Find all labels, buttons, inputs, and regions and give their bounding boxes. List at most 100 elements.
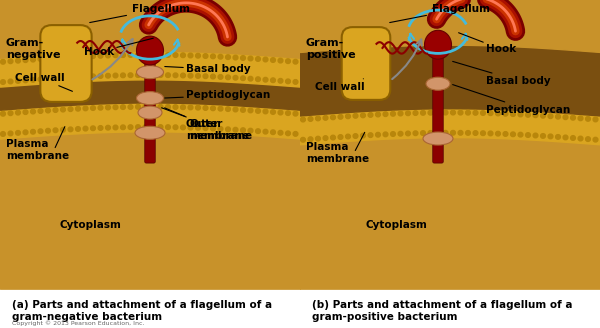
Circle shape xyxy=(211,74,215,79)
Circle shape xyxy=(346,134,350,139)
Circle shape xyxy=(256,129,260,133)
Circle shape xyxy=(211,54,215,59)
Circle shape xyxy=(488,131,493,136)
Circle shape xyxy=(166,125,170,130)
Circle shape xyxy=(248,128,253,133)
Circle shape xyxy=(98,105,103,110)
Circle shape xyxy=(23,110,28,114)
Circle shape xyxy=(548,114,553,118)
Circle shape xyxy=(323,115,328,120)
Circle shape xyxy=(76,54,80,59)
Circle shape xyxy=(83,54,88,59)
Circle shape xyxy=(1,59,5,64)
Circle shape xyxy=(533,133,538,138)
Text: Basal body: Basal body xyxy=(165,64,251,74)
Circle shape xyxy=(413,131,418,135)
Circle shape xyxy=(128,53,133,57)
Circle shape xyxy=(166,53,170,57)
Circle shape xyxy=(83,106,88,111)
Circle shape xyxy=(218,106,223,111)
Text: Peptidoglycan: Peptidoglycan xyxy=(452,85,570,115)
Circle shape xyxy=(413,111,418,115)
Circle shape xyxy=(541,133,545,138)
Circle shape xyxy=(473,131,478,135)
Circle shape xyxy=(263,129,268,134)
Circle shape xyxy=(391,132,395,136)
Circle shape xyxy=(428,111,433,115)
Text: Filament: Filament xyxy=(0,327,1,328)
Circle shape xyxy=(526,113,530,117)
Circle shape xyxy=(113,125,118,130)
Circle shape xyxy=(106,125,110,130)
Circle shape xyxy=(308,137,313,141)
Circle shape xyxy=(278,58,283,63)
Circle shape xyxy=(106,105,110,110)
Circle shape xyxy=(218,74,223,79)
Circle shape xyxy=(53,76,58,81)
Ellipse shape xyxy=(137,36,163,65)
Circle shape xyxy=(368,113,373,117)
Circle shape xyxy=(106,73,110,78)
Circle shape xyxy=(293,132,298,136)
Circle shape xyxy=(316,136,320,141)
Circle shape xyxy=(151,105,155,109)
Circle shape xyxy=(1,80,5,84)
Circle shape xyxy=(496,131,500,136)
Circle shape xyxy=(61,128,65,132)
Circle shape xyxy=(196,53,200,58)
Circle shape xyxy=(233,127,238,132)
Circle shape xyxy=(586,137,590,141)
Circle shape xyxy=(338,114,343,119)
Circle shape xyxy=(46,76,50,81)
Circle shape xyxy=(91,126,95,131)
Circle shape xyxy=(518,132,523,137)
Circle shape xyxy=(16,79,20,83)
Circle shape xyxy=(226,55,230,59)
Circle shape xyxy=(443,131,448,135)
Circle shape xyxy=(91,106,95,110)
Circle shape xyxy=(158,73,163,77)
Circle shape xyxy=(496,111,500,116)
Circle shape xyxy=(38,77,43,82)
Circle shape xyxy=(548,134,553,139)
FancyBboxPatch shape xyxy=(433,48,443,163)
Circle shape xyxy=(511,132,515,136)
Circle shape xyxy=(76,107,80,111)
Text: Copyright © 2013 Pearson Education, Inc.: Copyright © 2013 Pearson Education, Inc. xyxy=(12,320,145,326)
Circle shape xyxy=(286,59,290,63)
Circle shape xyxy=(331,115,335,120)
Circle shape xyxy=(188,125,193,130)
Circle shape xyxy=(226,127,230,132)
Circle shape xyxy=(211,126,215,131)
Circle shape xyxy=(346,114,350,119)
Circle shape xyxy=(256,109,260,113)
Circle shape xyxy=(166,105,170,109)
Circle shape xyxy=(331,135,335,140)
Circle shape xyxy=(203,106,208,110)
Circle shape xyxy=(361,133,365,138)
Circle shape xyxy=(226,107,230,112)
Circle shape xyxy=(391,112,395,116)
Circle shape xyxy=(428,131,433,135)
Circle shape xyxy=(136,125,140,129)
FancyBboxPatch shape xyxy=(145,53,155,163)
Circle shape xyxy=(128,105,133,109)
Circle shape xyxy=(533,113,538,117)
Circle shape xyxy=(398,132,403,136)
Circle shape xyxy=(323,136,328,140)
Circle shape xyxy=(511,112,515,116)
Circle shape xyxy=(451,110,455,115)
Circle shape xyxy=(203,74,208,78)
Circle shape xyxy=(338,135,343,139)
Circle shape xyxy=(158,125,163,129)
Circle shape xyxy=(271,78,275,83)
Circle shape xyxy=(16,58,20,63)
Circle shape xyxy=(286,79,290,84)
Ellipse shape xyxy=(135,126,165,139)
Circle shape xyxy=(376,133,380,137)
Circle shape xyxy=(136,105,140,109)
Circle shape xyxy=(518,112,523,117)
Text: Plasma
membrane: Plasma membrane xyxy=(306,142,369,164)
Circle shape xyxy=(211,106,215,111)
Circle shape xyxy=(233,107,238,112)
